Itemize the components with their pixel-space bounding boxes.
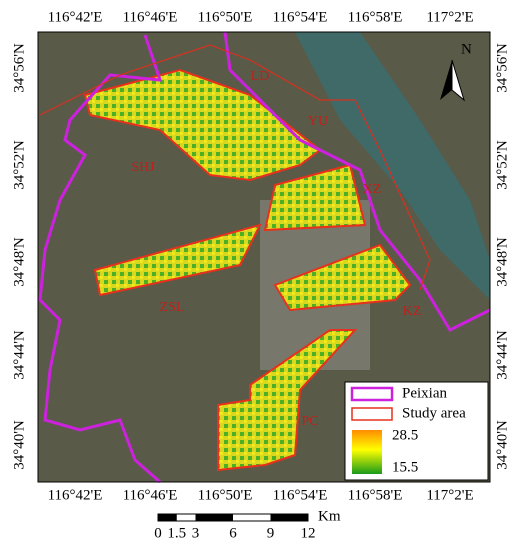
map-frame — [37, 31, 491, 483]
scale-tick-label: 6 — [229, 525, 237, 541]
place-label: ZSL — [160, 300, 185, 315]
lon-label: 116°58'E — [348, 487, 403, 503]
lat-label: 34°40'N — [11, 420, 27, 470]
north-label: N — [461, 41, 472, 57]
lon-label: 116°46'E — [123, 9, 178, 25]
place-label: LD — [251, 69, 270, 84]
scale-tick-label: 0 — [154, 525, 162, 541]
lat-label: 34°48'N — [11, 237, 27, 287]
lon-label: 116°54'E — [273, 487, 328, 503]
lat-label: 34°56'N — [494, 43, 510, 93]
study-areas — [83, 68, 412, 472]
study-area-outline — [39, 44, 431, 291]
north-arrow: N — [440, 41, 472, 102]
lon-label: 117°2'E — [426, 9, 473, 25]
scale-tick-label: 3 — [192, 525, 200, 541]
lon-label: 116°58'E — [348, 9, 403, 25]
scale-tick-label: 1.5 — [167, 525, 186, 541]
scale-tick-label: 9 — [267, 525, 275, 541]
legend-min: 15.5 — [392, 459, 418, 475]
lon-label: 116°50'E — [198, 487, 253, 503]
lon-label: 116°42'E — [48, 487, 103, 503]
lat-label: 34°40'N — [494, 420, 510, 470]
legend: Peixian Study area 28.5 15.5 — [344, 381, 489, 481]
lat-label: 34°48'N — [494, 237, 510, 287]
scale-unit: Km — [318, 508, 341, 524]
lat-label: 34°56'N — [11, 43, 27, 93]
legend-label: Study area — [402, 405, 466, 421]
place-label: KZ — [403, 304, 422, 319]
legend-max: 28.5 — [392, 427, 418, 443]
scale-tick-label: 12 — [301, 525, 316, 541]
lon-label: 116°54'E — [273, 9, 328, 25]
lat-label: 34°44'N — [494, 330, 510, 380]
lon-label: 116°42'E — [48, 9, 103, 25]
legend-label: Peixian — [402, 385, 447, 401]
lat-label: 34°52'N — [11, 140, 27, 190]
lon-label: 117°2'E — [426, 487, 473, 503]
lon-label: 116°50'E — [198, 9, 253, 25]
place-label: SHJ — [131, 160, 155, 175]
place-label: PC — [301, 414, 318, 429]
boundary — [38, 31, 491, 484]
lon-label: 116°46'E — [123, 487, 178, 503]
place-label: YU — [308, 114, 328, 129]
lat-label: 34°44'N — [11, 330, 27, 380]
lat-label: 34°52'N — [494, 140, 510, 190]
place-label: XZ — [363, 182, 382, 197]
scale-bar: Km — [157, 508, 341, 524]
